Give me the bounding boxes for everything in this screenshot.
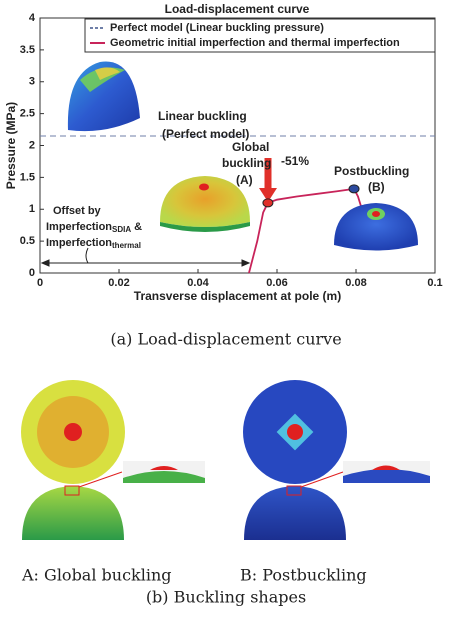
offset-note: SDIA	[112, 225, 131, 234]
y-axis-label: Pressure (MPa)	[4, 102, 18, 189]
legend-box	[84, 18, 436, 53]
dome-perfect	[67, 61, 140, 132]
y-tick-label: 0.5	[20, 235, 35, 247]
x-tick-label: 0.02	[108, 277, 129, 289]
point-marker	[262, 198, 274, 208]
annotation: buckling	[222, 156, 271, 170]
offset-arrow	[40, 247, 251, 267]
y-tick-label: 2.5	[20, 108, 35, 120]
y-tick-label: 0	[29, 267, 35, 279]
legend-label: Geometric initial imperfection and therm…	[110, 37, 400, 49]
caption: B: Postbuckling	[240, 566, 367, 585]
y-tick-label: 1	[29, 203, 35, 215]
caption: A: Global buckling	[21, 566, 172, 585]
offset-note: ImperfectionSDIA &	[46, 221, 142, 234]
annotation: Linear buckling	[158, 109, 247, 123]
x-tick-label: 0.04	[187, 277, 209, 289]
shape-b	[243, 380, 430, 540]
offset-note: Offset by	[53, 205, 102, 217]
x-tick-label: 0	[37, 277, 43, 289]
dome-b	[334, 203, 418, 251]
y-tick-label: 3.5	[20, 44, 35, 56]
annotation: Global	[232, 140, 269, 154]
annotation: -51%	[281, 154, 309, 168]
x-tick-label: 0.06	[266, 277, 287, 289]
offset-note: Imperfectionthermal	[46, 237, 141, 250]
annotation: (A)	[236, 173, 253, 187]
y-tick-label: 2	[29, 139, 35, 151]
offset-note: Imperfection	[46, 237, 112, 249]
caption: (b) Buckling shapes	[146, 588, 306, 607]
shape-a	[21, 380, 205, 540]
annotation: Postbuckling	[334, 164, 409, 178]
annotation: (Perfect model)	[162, 127, 249, 141]
annotation: (B)	[368, 180, 385, 194]
x-tick-label: 0.1	[427, 277, 442, 289]
legend-label: Perfect model (Linear buckling pressure)	[110, 22, 324, 34]
drop-arrow-head	[259, 188, 277, 202]
point-marker	[348, 184, 360, 194]
offset-note: thermal	[112, 241, 141, 250]
offset-note: Imperfection	[46, 221, 112, 233]
y-tick-label: 3	[29, 76, 35, 88]
x-axis-label: Transverse displacement at pole (m)	[134, 289, 341, 303]
caption: (a) Load-displacement curve	[110, 330, 341, 349]
y-tick-label: 1.5	[20, 171, 35, 183]
x-tick-label: 0.08	[345, 277, 366, 289]
y-tick-label: 4	[29, 12, 36, 24]
offset-note: &	[134, 221, 142, 233]
chart-title: Load-displacement curve	[165, 2, 310, 16]
dome-a	[160, 176, 250, 232]
